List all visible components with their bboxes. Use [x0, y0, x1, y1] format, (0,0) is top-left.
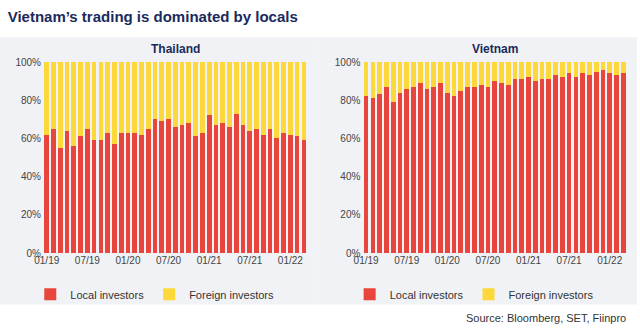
svg-text:01/22: 01/22 — [278, 255, 303, 266]
svg-text:100%: 100% — [15, 57, 41, 68]
svg-text:Local investors: Local investors — [70, 289, 144, 301]
svg-text:07/19: 07/19 — [394, 255, 419, 266]
svg-text:80%: 80% — [21, 95, 41, 106]
svg-text:20%: 20% — [21, 209, 41, 220]
svg-text:Foreign investors: Foreign investors — [189, 289, 274, 301]
svg-text:60%: 60% — [340, 133, 360, 144]
svg-text:01/21: 01/21 — [197, 255, 222, 266]
svg-text:01/20: 01/20 — [435, 255, 460, 266]
svg-text:0%: 0% — [27, 248, 42, 259]
svg-text:07/21: 07/21 — [557, 255, 582, 266]
svg-text:80%: 80% — [340, 95, 360, 106]
svg-text:07/19: 07/19 — [75, 255, 100, 266]
svg-text:60%: 60% — [21, 133, 41, 144]
svg-text:Vietnam: Vietnam — [472, 42, 518, 56]
svg-text:40%: 40% — [340, 171, 360, 182]
svg-text:01/20: 01/20 — [115, 255, 140, 266]
svg-text:Thailand: Thailand — [151, 42, 200, 56]
svg-text:Foreign investors: Foreign investors — [509, 289, 594, 301]
svg-text:07/20: 07/20 — [156, 255, 181, 266]
svg-text:01/19: 01/19 — [34, 255, 59, 266]
svg-text:Source: Bloomberg, SET, Fiinpr: Source: Bloomberg, SET, Fiinpro — [466, 312, 626, 324]
svg-text:0%: 0% — [346, 248, 361, 259]
svg-text:01/21: 01/21 — [516, 255, 541, 266]
svg-text:20%: 20% — [340, 209, 360, 220]
svg-text:07/20: 07/20 — [475, 255, 500, 266]
svg-text:01/19: 01/19 — [354, 255, 379, 266]
svg-text:01/22: 01/22 — [597, 255, 622, 266]
svg-text:40%: 40% — [21, 171, 41, 182]
svg-text:Local investors: Local investors — [390, 289, 464, 301]
svg-text:07/21: 07/21 — [237, 255, 262, 266]
svg-text:Vietnam’s trading is dominated: Vietnam’s trading is dominated by locals — [8, 8, 298, 25]
svg-text:100%: 100% — [335, 57, 361, 68]
